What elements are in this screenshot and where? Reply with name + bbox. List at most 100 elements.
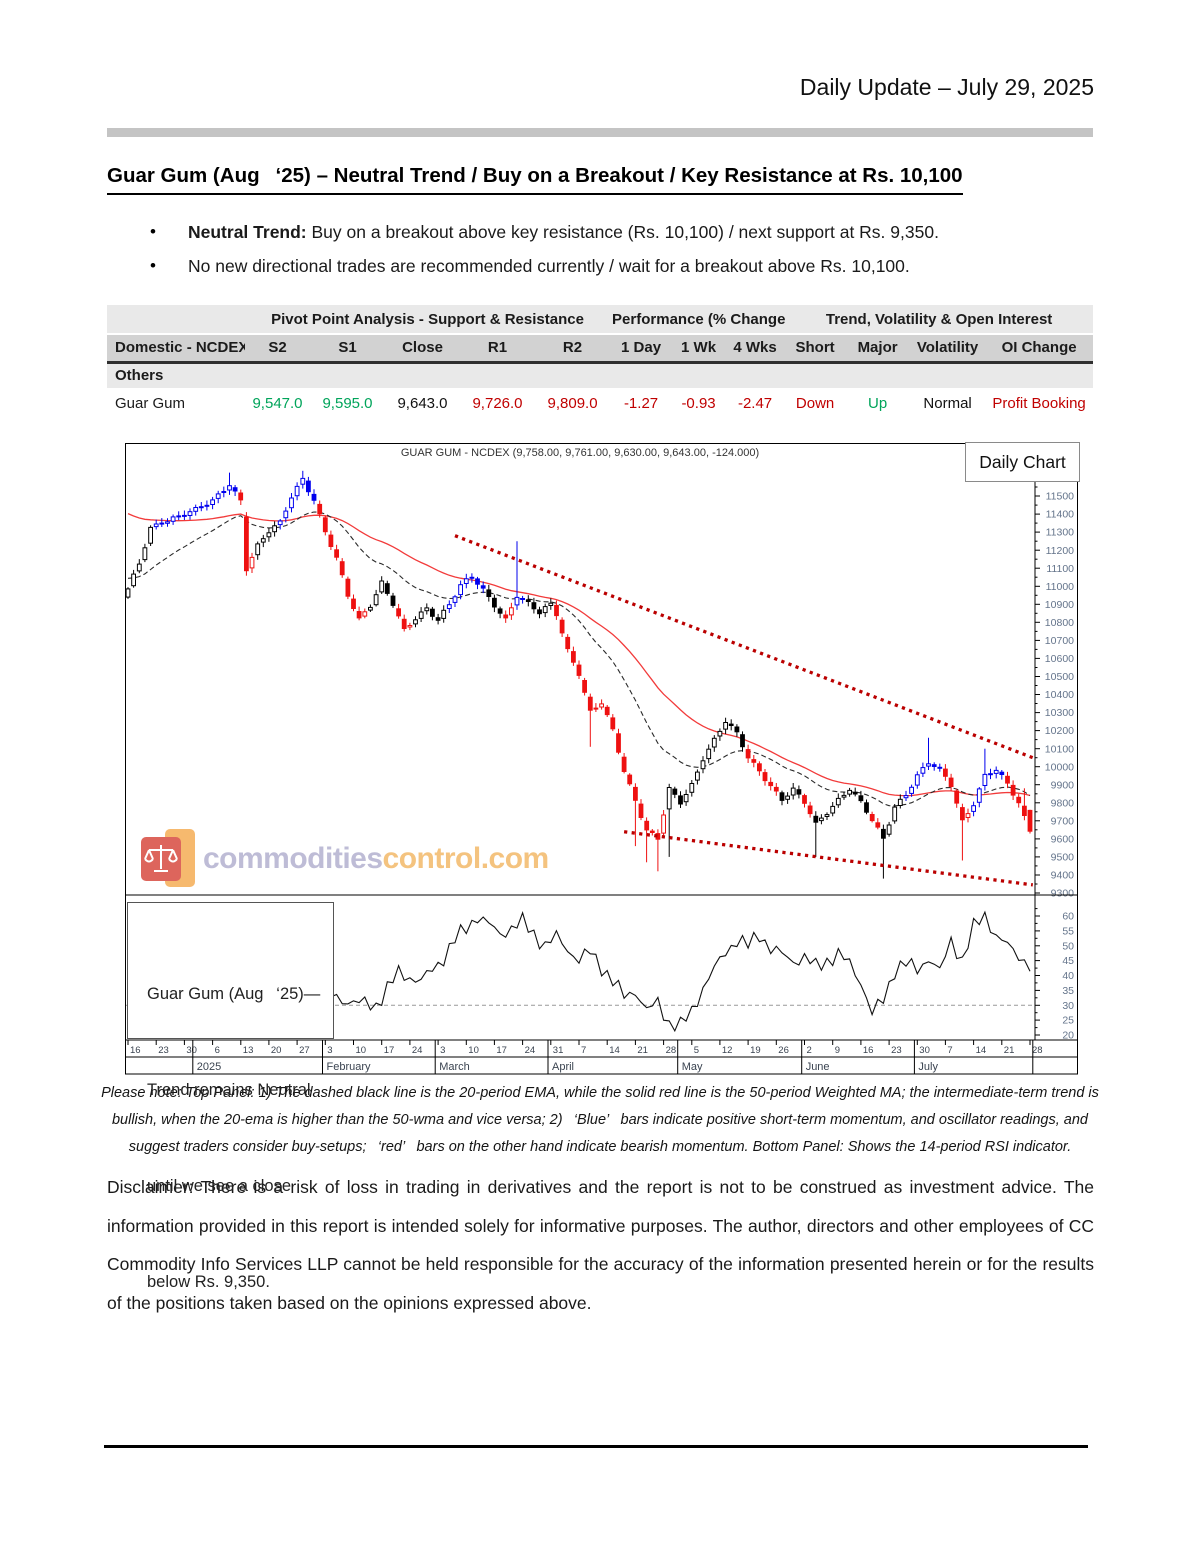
svg-text:9700: 9700 (1051, 815, 1075, 827)
svg-text:16: 16 (863, 1045, 874, 1056)
column-header: S2 (245, 334, 310, 364)
svg-text:7: 7 (947, 1045, 952, 1056)
svg-text:April: April (552, 1061, 574, 1073)
annotation-line: below Rs. 9,350. (147, 1273, 270, 1291)
svg-text:March: March (439, 1061, 470, 1073)
svg-text:9600: 9600 (1051, 834, 1075, 846)
column-header: Close (385, 334, 460, 364)
chart-frame (125, 443, 1078, 1075)
svg-text:6: 6 (215, 1045, 220, 1056)
annotation-line: Trend remains Neutral (147, 1081, 311, 1099)
svg-text:10900: 10900 (1045, 599, 1074, 611)
column-header: OI Change (985, 334, 1094, 364)
ema20-line (127, 511, 1031, 807)
header-date: Daily Update – July 29, 2025 (799, 74, 1094, 100)
svg-text:11000: 11000 (1046, 581, 1075, 593)
svg-text:16: 16 (130, 1045, 141, 1056)
svg-text:35: 35 (1062, 985, 1074, 997)
data-cell: 9,643.0 (397, 395, 448, 412)
svg-text:February: February (327, 1061, 372, 1073)
column-header: Major (845, 334, 911, 364)
svg-text:25: 25 (1062, 1015, 1074, 1027)
data-cell: Down (795, 395, 835, 412)
group-header: Performance (% Change) (610, 305, 786, 335)
column-header: 4 Wks (725, 334, 786, 364)
svg-text:21: 21 (637, 1045, 648, 1056)
data-cell: 9,726.0 (472, 395, 523, 412)
data-cell: Up (867, 395, 888, 412)
data-cell: Profit Booking (992, 395, 1086, 412)
svg-text:2025: 2025 (197, 1061, 221, 1073)
svg-text:30: 30 (1062, 1000, 1074, 1012)
column-header: Volatility (910, 334, 986, 364)
svg-text:10600: 10600 (1045, 653, 1074, 665)
svg-text:11500: 11500 (1046, 491, 1075, 503)
disclaimer-text: Disclaimer: There is a risk of loss in t… (107, 1177, 1094, 1313)
svg-text:21: 21 (1004, 1045, 1015, 1056)
svg-text:10400: 10400 (1045, 689, 1074, 701)
data-cell: -1.27 (623, 395, 659, 412)
svg-text:14: 14 (976, 1045, 987, 1056)
svg-text:11300: 11300 (1046, 527, 1075, 539)
svg-text:13: 13 (243, 1045, 254, 1056)
svg-text:9300: 9300 (1051, 888, 1075, 900)
svg-text:20: 20 (271, 1045, 282, 1056)
svg-text:24: 24 (525, 1045, 536, 1056)
data-cell: -0.93 (681, 395, 716, 412)
svg-text:28: 28 (666, 1045, 677, 1056)
column-header: 1 Day (610, 334, 673, 364)
section-row-label: Others (107, 362, 1094, 388)
bottom-rule (104, 1445, 1088, 1448)
row-label: Guar Gum (115, 395, 186, 412)
svg-text:9400: 9400 (1051, 870, 1075, 882)
svg-text:July: July (918, 1061, 938, 1073)
column-header: Short (785, 334, 846, 364)
svg-text:14: 14 (609, 1045, 620, 1056)
svg-text:11200: 11200 (1046, 545, 1075, 557)
svg-text:9900: 9900 (1051, 779, 1075, 791)
svg-text:3: 3 (327, 1045, 332, 1056)
chart-annotation-box: Guar Gum (Aug ‘25)— Trend remains Neutra… (127, 902, 334, 1291)
column-header: S1 (310, 334, 385, 364)
svg-text:30: 30 (186, 1045, 197, 1056)
group-header-spacer (107, 305, 245, 335)
bullet-text: Buy on a breakout above key resistance (… (311, 222, 939, 242)
svg-text:27: 27 (299, 1045, 310, 1056)
wma50-line (127, 513, 1031, 797)
data-cell: Normal (923, 395, 972, 412)
svg-text:June: June (806, 1061, 830, 1073)
svg-text:10: 10 (468, 1045, 479, 1056)
trendlines-group (454, 534, 1034, 887)
date-axis: 16 23 30 6 13 20 27 3 10 17 24 3 10 17 24 31 7 14 21 28 5 12 1… (125, 1040, 1043, 1074)
svg-text:10000: 10000 (1045, 761, 1074, 773)
svg-text:10100: 10100 (1045, 743, 1074, 755)
svg-text:9: 9 (835, 1045, 840, 1056)
svg-text:31: 31 (553, 1045, 564, 1056)
svg-text:40: 40 (1062, 970, 1074, 982)
svg-text:11100: 11100 (1046, 563, 1074, 575)
svg-text:60: 60 (1062, 911, 1074, 923)
data-cell: 9,547.0 (252, 395, 303, 412)
svg-text:17: 17 (496, 1045, 507, 1056)
svg-text:10500: 10500 (1045, 671, 1074, 683)
column-header: R1 (460, 334, 535, 364)
svg-text:45: 45 (1062, 955, 1074, 967)
svg-text:23: 23 (891, 1045, 902, 1056)
svg-text:26: 26 (778, 1045, 789, 1056)
column-header: Domestic - NCDEX (107, 334, 245, 364)
svg-text:17: 17 (384, 1045, 395, 1056)
svg-text:55: 55 (1062, 926, 1074, 938)
svg-text:May: May (682, 1061, 703, 1073)
column-header: 1 Wk (672, 334, 726, 364)
svg-text:9500: 9500 (1051, 852, 1075, 864)
daily-chart-label: Daily Chart (965, 442, 1080, 482)
svg-text:10200: 10200 (1045, 725, 1074, 737)
svg-text:23: 23 (158, 1045, 169, 1056)
svg-text:3: 3 (440, 1045, 445, 1056)
data-cell: -2.47 (737, 395, 773, 412)
column-header: R2 (535, 334, 611, 364)
bullet-list: Neutral Trend: Buy on a breakout above k… (150, 222, 1080, 290)
svg-text:10800: 10800 (1045, 617, 1074, 629)
svg-text:30: 30 (919, 1045, 930, 1056)
